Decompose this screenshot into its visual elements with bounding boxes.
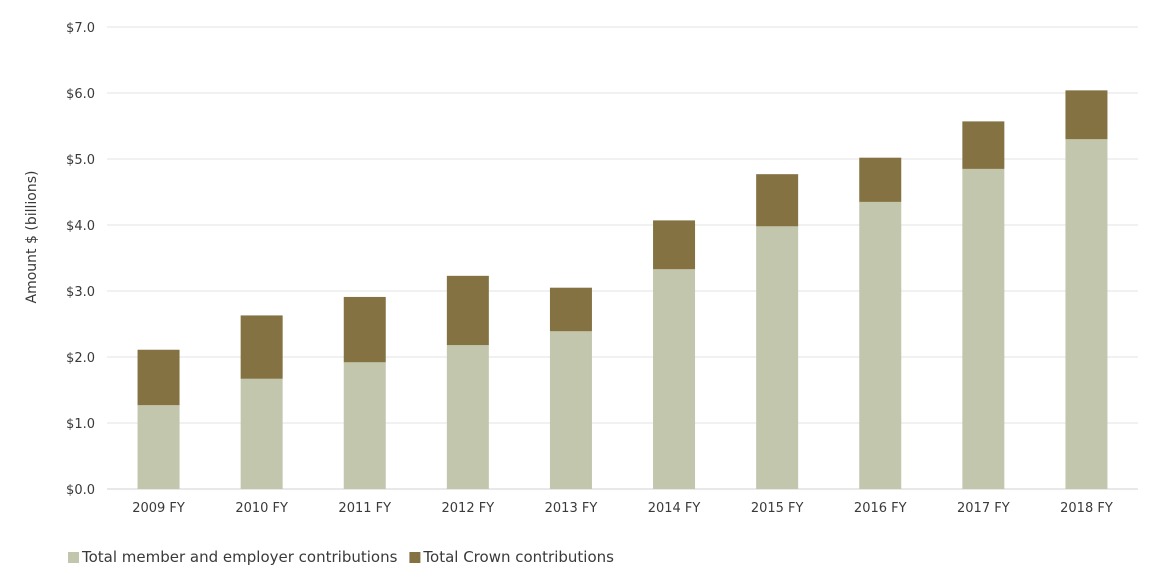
y-tick-label: $7.0 xyxy=(66,21,95,36)
bar-crown xyxy=(240,315,283,379)
legend-swatch-crown xyxy=(409,552,421,563)
y-tick-label: $5.0 xyxy=(66,153,95,168)
bar-member-employer xyxy=(240,378,283,489)
bar-crown xyxy=(962,121,1005,169)
x-axis-tick-labels: 2009 FY 2010 FY 2011 FY 2012 FY 2013 FY 2014 … xyxy=(132,501,1113,516)
legend-label-member-employer: Total member and employer contributions xyxy=(81,548,398,566)
y-tick-label: $4.0 xyxy=(66,219,95,234)
bar-member-employer xyxy=(137,405,180,489)
y-tick-label: $1.0 xyxy=(66,417,95,432)
bar-crown xyxy=(653,220,696,270)
x-tick-label: 2013 FY xyxy=(545,501,598,516)
bar-member-employer xyxy=(962,168,1005,489)
bar-member-employer xyxy=(653,269,696,489)
y-tick-label: $2.0 xyxy=(66,351,95,366)
x-tick-label: 2017 FY xyxy=(957,501,1010,516)
legend-label-crown: Total Crown contributions xyxy=(422,548,614,566)
x-tick-label: 2009 FY xyxy=(132,501,185,516)
bar-member-employer xyxy=(549,331,592,489)
bar-crown xyxy=(1065,90,1108,140)
x-tick-label: 2018 FY xyxy=(1060,501,1113,516)
legend: Total member and employer contributions T… xyxy=(68,548,614,566)
bar-member-employer xyxy=(1065,139,1108,489)
y-tick-label: $3.0 xyxy=(66,285,95,300)
x-tick-label: 2016 FY xyxy=(854,501,907,516)
y-tick-label: $0.0 xyxy=(66,483,95,498)
y-axis-tick-labels: $0.0 $1.0 $2.0 $3.0 $4.0 $5.0 $6.0 $7.0 xyxy=(66,21,95,498)
x-tick-label: 2010 FY xyxy=(235,501,288,516)
bar-member-employer xyxy=(343,362,386,489)
bars xyxy=(137,90,1108,489)
legend-swatch-member-employer xyxy=(68,552,79,563)
y-axis-title: Amount $ (billions) xyxy=(24,171,40,304)
bar-member-employer xyxy=(446,345,489,489)
x-tick-label: 2015 FY xyxy=(751,501,804,516)
x-tick-label: 2012 FY xyxy=(442,501,495,516)
bar-crown xyxy=(549,287,592,332)
x-tick-label: 2011 FY xyxy=(338,501,391,516)
bar-crown xyxy=(756,174,799,227)
bar-crown xyxy=(137,349,180,406)
x-tick-label: 2014 FY xyxy=(648,501,701,516)
bar-crown xyxy=(859,157,902,202)
bar-crown xyxy=(446,275,489,346)
bar-member-employer xyxy=(756,226,799,489)
bar-crown xyxy=(343,296,386,363)
y-tick-label: $6.0 xyxy=(66,87,95,102)
bar-member-employer xyxy=(859,201,902,489)
